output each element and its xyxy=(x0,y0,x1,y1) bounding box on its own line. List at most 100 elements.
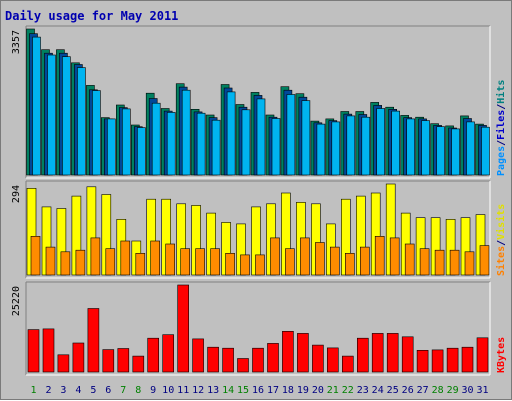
x-tick-label: 29 xyxy=(447,385,459,396)
traffic-panel-pages-bar xyxy=(151,102,161,176)
traffic-panel-pages-bar xyxy=(196,112,206,176)
visits-panel-sites-bar xyxy=(240,254,250,276)
kbytes-panel-kbytes-bar xyxy=(27,329,40,373)
x-tick-label: 12 xyxy=(192,385,204,396)
kbytes-panel-kbytes-bar xyxy=(57,354,70,373)
traffic-panel-pages-bar xyxy=(241,109,251,176)
x-tick-label: 27 xyxy=(417,385,429,396)
traffic-panel-legend-part: / xyxy=(496,140,507,146)
kbytes-panel-kbytes-bar xyxy=(252,347,264,373)
visits-panel-legend: Sites/Visits xyxy=(495,204,507,276)
visits-panel-sites-bar xyxy=(180,248,190,276)
x-tick-label: 14 xyxy=(222,385,234,396)
kbytes-panel-kbytes-bar xyxy=(312,344,324,373)
visits-panel-sites-bar xyxy=(120,240,131,276)
visits-panel-sites-bar xyxy=(45,246,56,276)
traffic-panel-pages-bar xyxy=(481,126,490,176)
kbytes-panel-kbytes-bar xyxy=(72,342,85,373)
x-tick-label: 18 xyxy=(282,385,294,396)
visits-panel-legend-part: Visits xyxy=(495,204,507,240)
x-tick-label: 11 xyxy=(177,385,189,396)
x-tick-label: 21 xyxy=(327,385,339,396)
traffic-panel-pages-bar xyxy=(436,126,445,176)
x-tick-label: 7 xyxy=(120,385,126,396)
traffic-panel-pages-bar xyxy=(331,121,341,176)
x-tick-label: 19 xyxy=(297,385,309,396)
kbytes-panel-kbytes-bar xyxy=(237,358,249,373)
x-tick-label: 16 xyxy=(252,385,264,396)
visits-panel-sites-bar xyxy=(464,251,475,276)
kbytes-panel-kbytes-bar xyxy=(117,348,130,373)
traffic-panel-legend-part: / xyxy=(496,104,507,110)
x-tick-label: 1 xyxy=(30,385,36,396)
x-tick-label: 4 xyxy=(75,385,81,396)
visits-panel-legend-part: / xyxy=(496,240,507,246)
visits-panel-sites-bar xyxy=(60,251,71,276)
x-tick-label: 6 xyxy=(105,385,111,396)
visits-panel-sites-bar xyxy=(374,236,385,276)
traffic-panel-pages-bar xyxy=(211,119,221,176)
x-tick-label: 28 xyxy=(432,385,444,396)
x-tick-label: 30 xyxy=(461,385,473,396)
visits-panel-ymax-label: 294 xyxy=(11,185,22,203)
traffic-panel-pages-bar xyxy=(376,108,386,176)
kbytes-panel-kbytes-bar xyxy=(42,328,55,373)
kbytes-panel-legend-part: KBytes xyxy=(496,337,507,373)
x-tick-label: 5 xyxy=(90,385,96,396)
traffic-panel-pages-bar xyxy=(391,110,401,176)
visits-panel-sites-bar xyxy=(30,236,41,276)
x-tick-label: 22 xyxy=(342,385,354,396)
traffic-panel-pages-bar xyxy=(361,116,371,176)
visits-panel-sites-bar xyxy=(359,246,370,276)
chart-title: Daily usage for May 2011 xyxy=(5,9,178,23)
kbytes-panel-kbytes-bar xyxy=(341,355,354,373)
kbytes-panel-kbytes-bar xyxy=(282,330,294,373)
visits-panel-sites-bar xyxy=(449,249,460,276)
visits-panel-sites-bar xyxy=(210,248,220,276)
kbytes-panel-kbytes-bar xyxy=(461,346,474,373)
visits-panel-sites-bar xyxy=(479,245,490,276)
visits-panel-sites-bar xyxy=(135,253,146,276)
traffic-panel-pages-bar xyxy=(421,120,430,176)
kbytes-panel-kbytes-bar xyxy=(132,355,145,373)
x-tick-label: 15 xyxy=(237,385,249,396)
visits-panel-sites-bar xyxy=(105,248,116,276)
x-tick-label: 13 xyxy=(207,385,219,396)
traffic-panel-pages-bar xyxy=(32,36,41,176)
traffic-panel-ymax-label: 3357 xyxy=(11,30,22,54)
visits-panel-sites-bar xyxy=(329,246,340,276)
kbytes-panel-kbytes-bar xyxy=(162,334,174,373)
kbytes-panel-kbytes-bar xyxy=(87,308,100,373)
kbytes-panel-kbytes-bar xyxy=(177,284,189,373)
traffic-panel-pages-bar xyxy=(62,56,71,176)
x-tick-label: 20 xyxy=(312,385,324,396)
traffic-panel-pages-bar xyxy=(286,94,296,176)
kbytes-panel-kbytes-bar xyxy=(401,336,414,373)
traffic-panel-pages-bar xyxy=(451,128,460,176)
visits-panel-sites-bar xyxy=(419,248,430,276)
kbytes-panel-kbytes-bar xyxy=(476,337,489,373)
kbytes-panel-kbytes-bar xyxy=(147,337,159,373)
x-tick-label: 2 xyxy=(45,385,51,396)
traffic-panel-pages-bar xyxy=(181,89,191,176)
traffic-panel-legend: Pages/Files/Hits xyxy=(495,80,507,176)
x-tick-label: 26 xyxy=(402,385,414,396)
traffic-panel-pages-bar xyxy=(122,108,131,176)
traffic-panel-legend-part: Pages xyxy=(496,146,507,176)
visits-panel-sites-bar xyxy=(315,242,325,276)
visits-panel-legend-part: Sites xyxy=(495,246,507,276)
x-tick-label: 23 xyxy=(357,385,369,396)
kbytes-panel-kbytes-bar xyxy=(416,349,429,373)
x-tick-label: 10 xyxy=(162,385,174,396)
kbytes-panel-kbytes-bar xyxy=(371,333,384,373)
kbytes-panel-kbytes-bar xyxy=(207,346,219,373)
traffic-panel-pages-bar xyxy=(301,100,311,176)
visits-panel-sites-bar xyxy=(150,240,160,276)
visits-panel-sites-bar xyxy=(389,237,400,276)
traffic-panel-pages-bar xyxy=(47,54,56,176)
x-tick-label: 31 xyxy=(476,385,488,396)
traffic-panel-pages-bar xyxy=(271,118,281,176)
kbytes-panel-kbytes-bar xyxy=(446,347,459,373)
